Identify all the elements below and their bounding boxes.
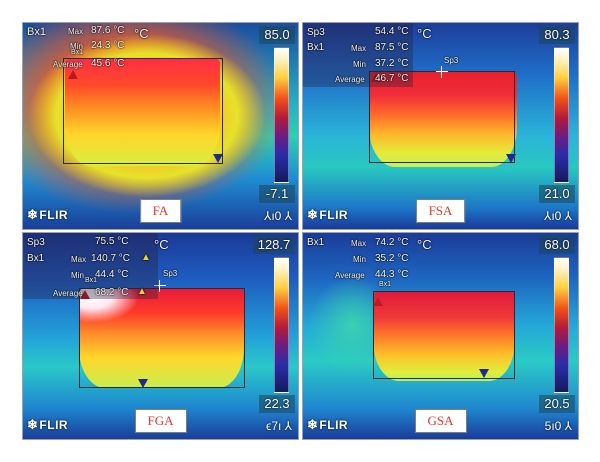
min-temp-marker: [213, 154, 223, 163]
min-key: Min: [71, 271, 84, 280]
scale-max: 68.0: [539, 236, 575, 254]
unit-label: °C: [417, 237, 432, 252]
unit-label: °C: [154, 237, 169, 252]
warning-icon: ▲: [141, 252, 151, 263]
hot-region: [369, 71, 517, 167]
min-temp-marker: [479, 369, 489, 378]
box-tag: Bx1: [379, 281, 392, 288]
max-key: Max: [71, 255, 87, 264]
color-scale-bar: [554, 257, 569, 393]
thermal-panel-gsa: Bx1 Max 74.2 °C °C Min 35.2 °C Average 4…: [302, 232, 579, 440]
flir-logo: ❄FLIR: [307, 207, 349, 222]
min-value: 35.2 °C: [375, 253, 409, 264]
min-value: 44.4 °C: [95, 269, 129, 280]
measurement-box[interactable]: [373, 291, 515, 379]
unit-label: °C: [134, 26, 149, 41]
measure-label: Bx1: [307, 237, 325, 248]
snowflake-icon: ❄: [27, 417, 39, 432]
corner-indicator: ϵ7ı ⅄: [266, 419, 292, 433]
warning-icon: ▲: [137, 286, 147, 297]
spot-tag: Sp3: [163, 269, 178, 278]
sample-label: FA: [139, 199, 182, 223]
max-temp-marker: [371, 73, 381, 82]
max-key: Max: [351, 239, 367, 248]
scale-max: 85.0: [259, 26, 295, 44]
average-key: Average: [53, 289, 83, 298]
average-key: Average: [53, 60, 83, 69]
max-temp-marker: [373, 297, 383, 306]
max-value: 74.2 °C: [375, 237, 409, 248]
min-value: 37.2 °C: [375, 58, 409, 69]
flir-logo: ❄FLIR: [307, 417, 349, 432]
sample-label: FGA: [134, 409, 187, 433]
min-temp-marker: [138, 379, 148, 388]
spot-crosshair: [436, 66, 448, 78]
hot-region: [79, 288, 244, 388]
readout-shade: [23, 233, 158, 299]
flir-logo: ❄FLIR: [27, 207, 69, 222]
max-value: 87.5 °C: [375, 42, 409, 53]
box-tag: Bx1: [71, 49, 84, 56]
scale-min: -7.1: [259, 185, 295, 203]
max-value: 140.7 °C: [91, 253, 131, 264]
measurement-box[interactable]: [79, 288, 245, 388]
average-key: Average: [335, 271, 365, 280]
flir-logo: ❄FLIR: [27, 417, 69, 432]
average-value: 45.6 °C: [91, 58, 125, 69]
spot-tag: Sp3: [444, 56, 459, 65]
max-temp-marker: [68, 70, 78, 79]
box-tag: Bx1: [85, 277, 98, 284]
average-value: 46.7 °C: [375, 73, 409, 84]
spot-crosshair: [154, 280, 166, 292]
max-key: Max: [68, 27, 84, 36]
thermal-panel-fa: Bx1 Max 87.6 °C °C Min 24.3 °C Bx1 Avera…: [22, 22, 299, 230]
scale-min: 21.0: [539, 185, 575, 203]
snowflake-icon: ❄: [307, 207, 319, 222]
corner-indicator: ⅄ı0 ⅄: [543, 209, 572, 223]
scale-min: 22.3: [259, 395, 295, 413]
sample-label: GSA: [414, 409, 467, 433]
snowflake-icon: ❄: [307, 417, 319, 432]
readout-shade: [303, 23, 413, 87]
spot-label: Sp3: [27, 237, 45, 248]
scale-max: 128.7: [253, 236, 295, 254]
hot-region: [65, 58, 220, 166]
unit-label: °C: [417, 26, 432, 41]
max-temp-marker: [80, 290, 90, 299]
color-scale-bar: [554, 47, 569, 183]
min-value: 24.3 °C: [91, 40, 125, 51]
max-key: Max: [351, 44, 367, 53]
corner-indicator: 5ı0 ⅄: [544, 419, 572, 433]
color-scale-bar: [274, 47, 289, 183]
thermal-panel-fsa: Sp3 Sp3 54.4 °C °C Bx1 Max 87.5 °C Min 3…: [302, 22, 579, 230]
hot-region: [373, 291, 515, 381]
spot-value: 75.5 °C: [95, 236, 129, 247]
measure-label: Bx1: [307, 42, 325, 53]
color-scale-bar: [274, 257, 289, 393]
sample-label: FSA: [415, 199, 466, 223]
average-key: Average: [335, 75, 365, 84]
spot-value: 54.4 °C: [375, 26, 409, 37]
corner-indicator: ⅄ı0 ⅄: [263, 209, 292, 223]
measure-label: Bx1: [27, 26, 46, 38]
min-temp-marker: [506, 154, 516, 163]
measure-label: Bx1: [27, 253, 45, 264]
scale-min: 20.5: [539, 395, 575, 413]
spot-label: Sp3: [307, 27, 325, 38]
min-key: Min: [70, 42, 83, 51]
thermal-panel-fga: Sp3 Sp3 75.5 °C °C Bx1 Max 140.7 °C ▲ Mi…: [22, 232, 299, 440]
average-value: 68.2 °C: [95, 287, 129, 298]
min-key: Min: [353, 60, 366, 69]
snowflake-icon: ❄: [27, 207, 39, 222]
min-key: Min: [353, 255, 366, 264]
scale-max: 80.3: [539, 26, 575, 44]
average-value: 44.3 °C: [375, 269, 409, 280]
max-value: 87.6 °C: [91, 25, 125, 36]
measurement-box[interactable]: [63, 58, 223, 164]
